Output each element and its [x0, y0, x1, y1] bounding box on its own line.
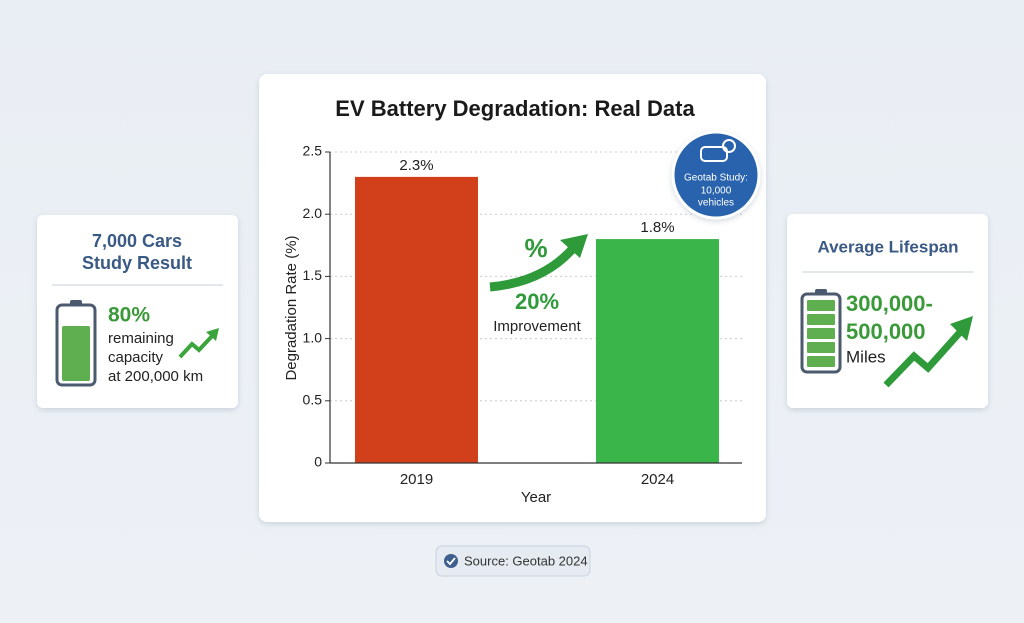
card-text: remaining — [108, 330, 174, 347]
car-icon — [700, 146, 728, 162]
card-text: Miles — [846, 347, 886, 366]
badge-text: Geotab Study: — [684, 173, 748, 184]
annotation-percent: % — [524, 233, 547, 263]
trend-arrow — [178, 332, 216, 359]
x-tick-label: 2019 — [400, 471, 433, 488]
bar — [596, 239, 719, 463]
trend-arrow — [883, 327, 965, 388]
badge-text: vehicles — [698, 198, 734, 209]
improvement-arrow — [489, 243, 579, 292]
bar — [355, 176, 478, 463]
source-pill — [435, 545, 591, 577]
value-label: 1.8% — [640, 219, 674, 236]
check-icon — [444, 554, 458, 568]
check-mark — [446, 557, 456, 566]
badge — [671, 130, 761, 220]
card-title: Average Lifespan — [817, 237, 958, 256]
highlight: 80% — [108, 304, 150, 327]
arrow-head — [206, 328, 219, 341]
y-tick-label: 1.0 — [303, 329, 323, 345]
x-axis-label: Year — [521, 489, 551, 506]
annotation-value: 20% — [515, 289, 559, 314]
value-label: 2.3% — [399, 157, 433, 174]
card-title: Study Result — [82, 253, 192, 273]
card-text: capacity — [108, 349, 164, 366]
card-title: 7,000 Cars — [92, 231, 182, 251]
y-axis-label: Degradation Rate (%) — [283, 235, 300, 380]
card-text: at 200,000 km — [108, 368, 203, 385]
y-tick-label: 0 — [314, 454, 322, 470]
arrow-head — [560, 234, 588, 258]
magnifier-icon — [722, 139, 736, 153]
y-tick-label: 1.5 — [303, 267, 323, 283]
highlight: 300,000- — [846, 291, 933, 316]
battery-segments — [807, 300, 835, 367]
x-tick-label: 2024 — [641, 471, 674, 488]
annotation-text: Improvement — [493, 318, 581, 335]
highlight: 500,000 — [846, 319, 926, 344]
battery-fill — [62, 326, 90, 381]
y-tick-label: 2.5 — [303, 143, 323, 159]
source: Source: Geotab 2024 — [464, 553, 588, 568]
badge-text: 10,000 — [701, 186, 732, 197]
y-tick-label: 2.0 — [303, 205, 323, 221]
plot: 0 0.5 1.0 1.5 2.0 2.5 2019 2.3% 2024 1.8% — [303, 143, 742, 488]
arrow-head — [950, 316, 973, 341]
y-tick-label: 0.5 — [303, 392, 323, 408]
chart-title: EV Battery Degradation: Real Data — [335, 96, 695, 121]
